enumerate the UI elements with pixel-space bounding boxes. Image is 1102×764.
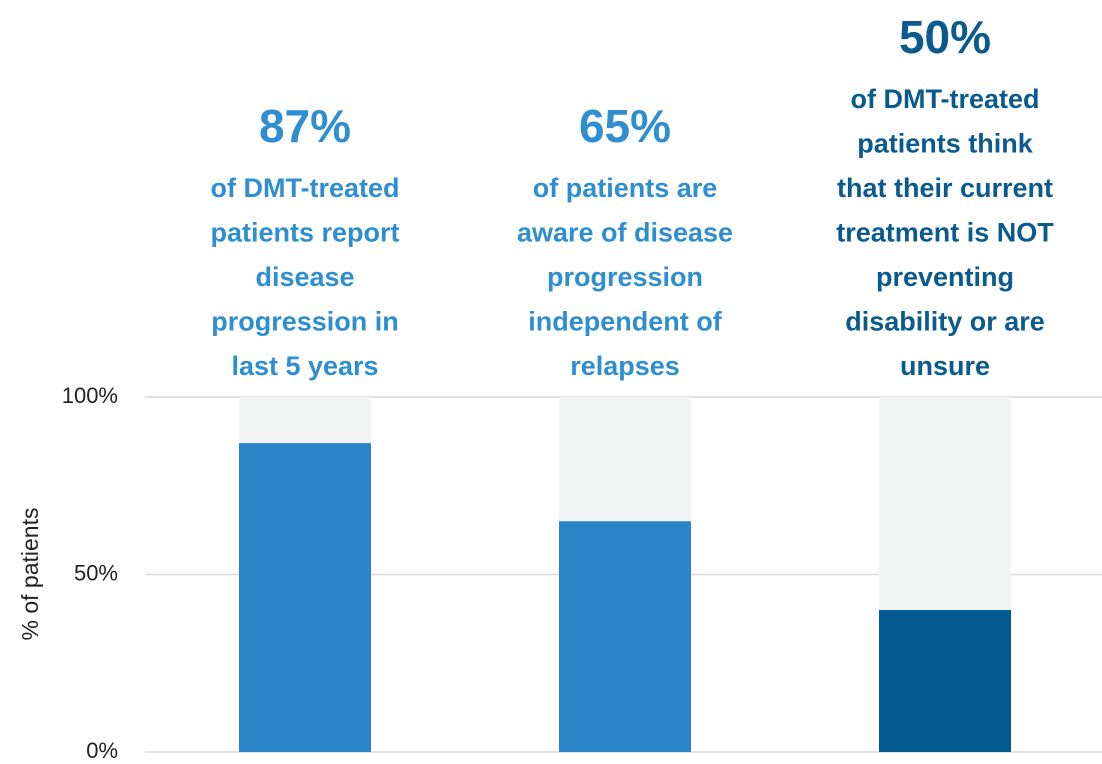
annotation-line: progression: [547, 262, 703, 292]
annotation-line: disability or are: [845, 307, 1045, 337]
annotation-headline: 87%: [259, 100, 351, 152]
y-tick-label: 50%: [74, 560, 118, 585]
annotation-line: treatment is NOT: [836, 218, 1054, 248]
y-tick-label: 0%: [86, 738, 118, 763]
annotation-line: last 5 years: [231, 351, 378, 381]
y-axis-title: % of patients: [17, 508, 43, 641]
annotation-line: that their current: [837, 173, 1053, 203]
annotation-line: unsure: [900, 351, 990, 381]
annotation-line: preventing: [876, 262, 1014, 292]
bar: [879, 610, 1011, 752]
annotation-line: relapses: [570, 351, 680, 381]
y-tick-label: 100%: [62, 383, 118, 408]
annotation-headline: 50%: [899, 11, 991, 63]
annotation-line: independent of: [528, 307, 722, 337]
annotation-headline: 65%: [579, 100, 671, 152]
bar: [239, 443, 371, 752]
annotation-line: of patients are: [533, 173, 718, 203]
annotation-line: patients report: [210, 218, 399, 248]
annotation-line: patients think: [857, 129, 1033, 159]
annotation-line: aware of disease: [517, 218, 733, 248]
annotation-line: disease: [255, 262, 354, 292]
bar: [559, 521, 691, 752]
annotation-line: of DMT-treated: [851, 84, 1040, 114]
annotation-line: of DMT-treated: [211, 173, 400, 203]
annotation-line: progression in: [211, 307, 399, 337]
